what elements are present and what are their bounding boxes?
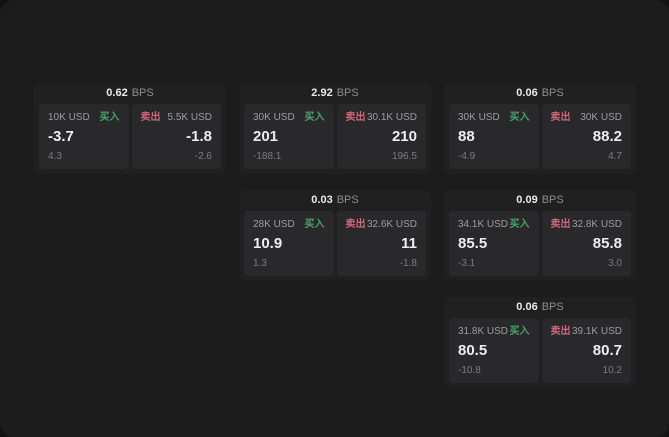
bps-unit: BPS [131,87,154,99]
sell-sub-value: 3.0 [608,258,622,269]
sell-sub-value: -1.8 [399,258,417,269]
card-header: 2.92 BPS [244,83,426,104]
buy-sub-value: -3.1 [458,258,476,269]
buy-price: 10.9 [253,235,283,252]
card-header: 0.03 BPS [244,190,426,211]
sell-price: 210 [391,128,417,145]
buy-price: -3.7 [48,128,74,145]
sell-side-label: 卖出 [345,219,366,230]
quote-card: 0.06 BPS 31.8K USD 买入 80.5 -10.8 卖出 39.1… [444,297,636,388]
buy-sub-value: -4.9 [458,151,476,162]
buy-side-label: 买入 [304,219,325,230]
quote-card: 0.06 BPS 30K USD 买入 88 -4.9 卖出 30K USD 8… [444,83,636,174]
sell-sub-value: 10.2 [602,365,622,376]
sell-side-label: 卖出 [550,326,571,337]
sell-panel[interactable]: 卖出 5.5K USD -1.8 -2.6 [131,104,221,169]
sell-side-label: 卖出 [140,112,161,123]
sell-sub-value: 196.5 [391,151,417,162]
buy-side-label: 买入 [304,112,325,123]
buy-side-label: 买入 [509,112,530,123]
buy-side-label: 买入 [509,219,530,230]
bps-value: 0.62 [106,87,128,99]
card-header: 0.06 BPS [449,297,631,318]
buy-panel[interactable]: 34.1K USD 买入 85.5 -3.1 [449,211,539,276]
buy-price: 88 [458,128,475,145]
buy-panel[interactable]: 30K USD 买入 201 -188.1 [244,104,334,169]
bps-value: 0.09 [516,194,538,206]
sell-side-label: 卖出 [550,219,571,230]
sell-panel[interactable]: 卖出 30.1K USD 210 196.5 [336,104,426,169]
quote-card: 0.09 BPS 34.1K USD 买入 85.5 -3.1 卖出 32.8K… [444,190,636,281]
buy-price: 201 [253,128,279,145]
quote-panels: 31.8K USD 买入 80.5 -10.8 卖出 39.1K USD 80.… [449,318,631,383]
buy-panel[interactable]: 31.8K USD 买入 80.5 -10.8 [449,318,539,383]
buy-amount: 30K USD [253,112,295,123]
buy-sub-value: -188.1 [253,151,282,162]
buy-price: 85.5 [458,235,488,252]
sell-price: 11 [401,235,417,252]
quote-panels: 30K USD 买入 88 -4.9 卖出 30K USD 88.2 4.7 [449,104,631,169]
buy-amount: 34.1K USD [458,219,509,230]
quote-card: 0.62 BPS 10K USD 买入 -3.7 4.3 卖出 5.5K USD… [34,83,226,174]
sell-side-label: 卖出 [550,112,571,123]
buy-panel[interactable]: 10K USD 买入 -3.7 4.3 [39,104,129,169]
bps-unit: BPS [541,301,564,313]
bps-unit: BPS [541,87,564,99]
sell-amount: 32.8K USD [571,219,622,230]
sell-sub-value: -2.6 [194,151,212,162]
sell-side-label: 卖出 [345,112,366,123]
buy-amount: 31.8K USD [458,326,509,337]
bps-unit: BPS [336,194,359,206]
buy-side-label: 买入 [99,112,120,123]
quote-panels: 34.1K USD 买入 85.5 -3.1 卖出 32.8K USD 85.8… [449,211,631,276]
sell-amount: 30.1K USD [366,112,417,123]
bps-unit: BPS [336,87,359,99]
quote-card: 2.92 BPS 30K USD 买入 201 -188.1 卖出 30.1K … [239,83,431,174]
bps-value: 0.03 [311,194,333,206]
quote-panels: 28K USD 买入 10.9 1.3 卖出 32.6K USD 11 -1.8 [244,211,426,276]
sell-price: 85.8 [592,235,622,252]
quote-card: 0.03 BPS 28K USD 买入 10.9 1.3 卖出 32.6K US… [239,190,431,281]
card-header: 0.62 BPS [39,83,221,104]
sell-amount: 30K USD [580,112,622,123]
bps-value: 0.06 [516,87,538,99]
sell-sub-value: 4.7 [608,151,622,162]
sell-panel[interactable]: 卖出 32.6K USD 11 -1.8 [336,211,426,276]
buy-sub-value: 1.3 [253,258,267,269]
buy-side-label: 买入 [509,326,530,337]
sell-panel[interactable]: 卖出 30K USD 88.2 4.7 [541,104,631,169]
card-header: 0.06 BPS [449,83,631,104]
quote-panels: 10K USD 买入 -3.7 4.3 卖出 5.5K USD -1.8 -2.… [39,104,221,169]
bps-value: 2.92 [311,87,333,99]
buy-amount: 30K USD [458,112,500,123]
sell-amount: 32.6K USD [366,219,417,230]
card-header: 0.09 BPS [449,190,631,211]
quote-panels: 30K USD 买入 201 -188.1 卖出 30.1K USD 210 1… [244,104,426,169]
buy-price: 80.5 [458,342,488,359]
buy-panel[interactable]: 30K USD 买入 88 -4.9 [449,104,539,169]
bps-unit: BPS [541,194,564,206]
sell-panel[interactable]: 卖出 32.8K USD 85.8 3.0 [541,211,631,276]
buy-amount: 28K USD [253,219,295,230]
sell-amount: 5.5K USD [167,112,212,123]
sell-amount: 39.1K USD [571,326,622,337]
buy-sub-value: 4.3 [48,151,62,162]
buy-panel[interactable]: 28K USD 买入 10.9 1.3 [244,211,334,276]
bps-value: 0.06 [516,301,538,313]
sell-price: 88.2 [592,128,622,145]
buy-sub-value: -10.8 [458,365,481,376]
sell-price: -1.8 [186,128,212,145]
sell-panel[interactable]: 卖出 39.1K USD 80.7 10.2 [541,318,631,383]
sell-price: 80.7 [592,342,622,359]
buy-amount: 10K USD [48,112,90,123]
